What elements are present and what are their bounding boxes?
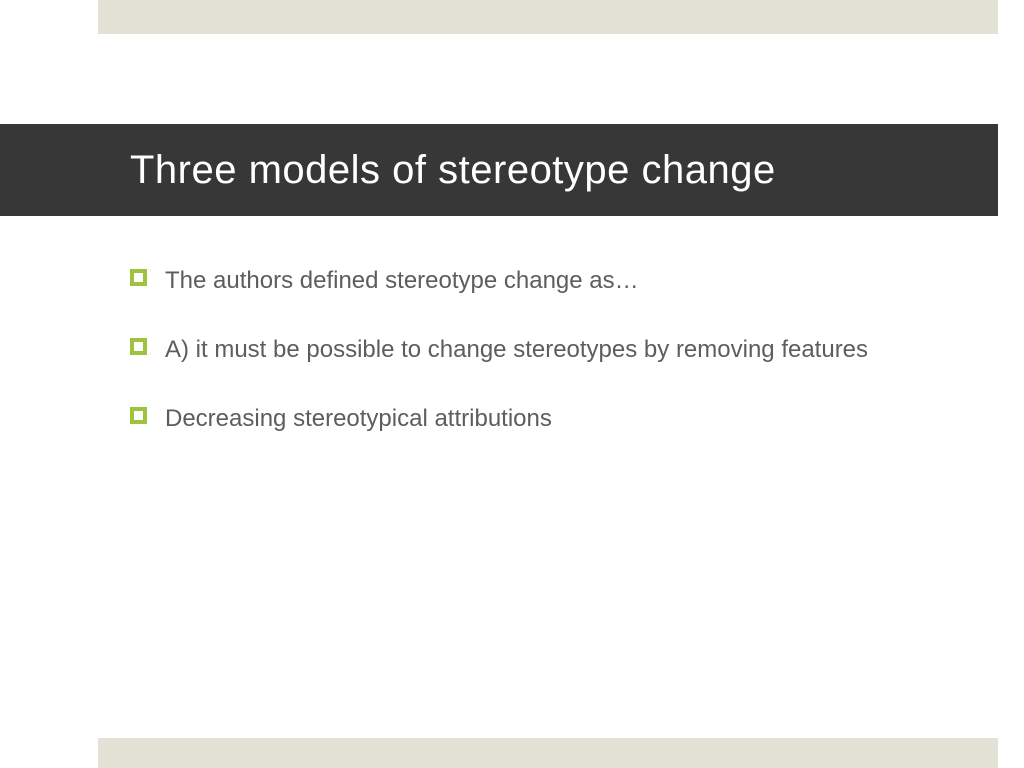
square-bullet-icon — [130, 407, 147, 424]
square-bullet-icon — [130, 338, 147, 355]
bullet-text: Decreasing stereotypical attributions — [165, 402, 552, 437]
bottom-decorative-bar — [98, 738, 998, 768]
bullet-item: The authors defined stereotype change as… — [130, 264, 970, 299]
content-area: The authors defined stereotype change as… — [130, 264, 970, 470]
bullet-item: Decreasing stereotypical attributions — [130, 402, 970, 437]
slide-title: Three models of stereotype change — [130, 148, 776, 193]
title-bar: Three models of stereotype change — [0, 124, 998, 216]
bullet-text: The authors defined stereotype change as… — [165, 264, 639, 299]
square-bullet-icon — [130, 269, 147, 286]
bullet-text: A) it must be possible to change stereot… — [165, 333, 868, 368]
bullet-item: A) it must be possible to change stereot… — [130, 333, 970, 368]
top-decorative-bar — [98, 0, 998, 34]
